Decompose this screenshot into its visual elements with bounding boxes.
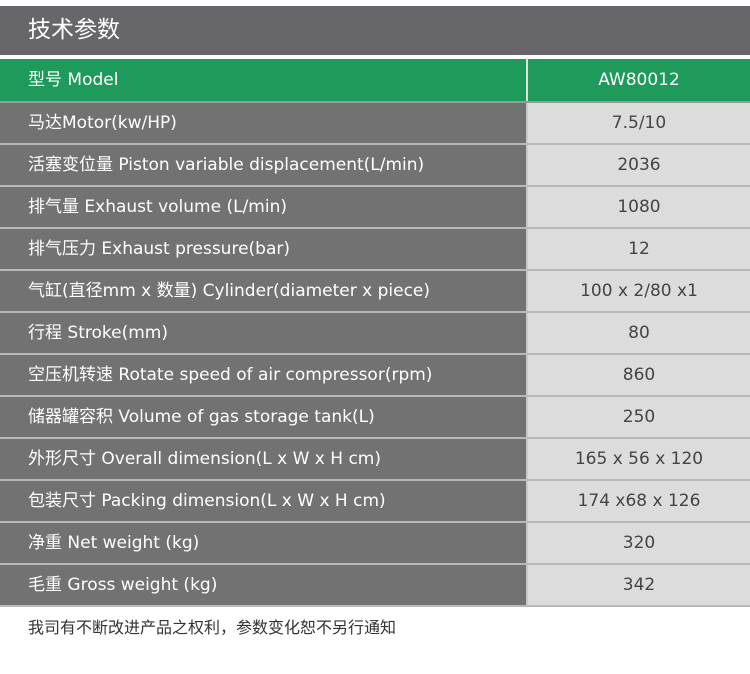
spec-label: 气缸(直径mm x 数量) Cylinder(diameter x piece) — [0, 271, 528, 311]
table-row: 外形尺寸 Overall dimension(L x W x H cm) 165 … — [0, 439, 750, 481]
spec-label: 排气压力 Exhaust pressure(bar) — [0, 229, 528, 269]
model-label: 型号 Model — [0, 59, 528, 101]
spec-label: 净重 Net weight (kg) — [0, 523, 528, 563]
spec-value: 165 x 56 x 120 — [528, 439, 750, 479]
spec-value: 1080 — [528, 187, 750, 227]
table-row: 行程 Stroke(mm) 80 — [0, 313, 750, 355]
spec-value: 342 — [528, 565, 750, 605]
spec-value: 7.5/10 — [528, 103, 750, 143]
table-row: 马达Motor(kw/HP) 7.5/10 — [0, 103, 750, 145]
spec-label: 外形尺寸 Overall dimension(L x W x H cm) — [0, 439, 528, 479]
spec-value: 12 — [528, 229, 750, 269]
model-value: AW80012 — [528, 59, 750, 101]
spec-label: 马达Motor(kw/HP) — [0, 103, 528, 143]
section-title: 技术参数 — [0, 6, 750, 55]
spec-label: 毛重 Gross weight (kg) — [0, 565, 528, 605]
spec-value: 860 — [528, 355, 750, 395]
spec-label: 储器罐容积 Volume of gas storage tank(L) — [0, 397, 528, 437]
spec-value: 100 x 2/80 x1 — [528, 271, 750, 311]
spec-value: 250 — [528, 397, 750, 437]
table-row: 气缸(直径mm x 数量) Cylinder(diameter x piece)… — [0, 271, 750, 313]
spec-value: 2036 — [528, 145, 750, 185]
spec-value: 320 — [528, 523, 750, 563]
spec-label: 行程 Stroke(mm) — [0, 313, 528, 353]
spec-label: 包装尺寸 Packing dimension(L x W x H cm) — [0, 481, 528, 521]
spec-label: 排气量 Exhaust volume (L/min) — [0, 187, 528, 227]
spec-table: 型号 Model AW80012 马达Motor(kw/HP) 7.5/10 活塞变… — [0, 59, 750, 607]
table-header-row: 型号 Model AW80012 — [0, 59, 750, 103]
table-row: 排气压力 Exhaust pressure(bar) 12 — [0, 229, 750, 271]
table-row: 空压机转速 Rotate speed of air compressor(rpm… — [0, 355, 750, 397]
table-row: 排气量 Exhaust volume (L/min) 1080 — [0, 187, 750, 229]
spec-value: 80 — [528, 313, 750, 353]
spec-label: 活塞变位量 Piston variable displacement(L/min… — [0, 145, 528, 185]
table-row: 包装尺寸 Packing dimension(L x W x H cm) 174 … — [0, 481, 750, 523]
spec-label: 空压机转速 Rotate speed of air compressor(rpm… — [0, 355, 528, 395]
spec-value: 174 x68 x 126 — [528, 481, 750, 521]
table-row: 净重 Net weight (kg) 320 — [0, 523, 750, 565]
table-row: 活塞变位量 Piston variable displacement(L/min… — [0, 145, 750, 187]
table-row: 储器罐容积 Volume of gas storage tank(L) 250 — [0, 397, 750, 439]
table-row: 毛重 Gross weight (kg) 342 — [0, 565, 750, 607]
disclaimer-note: 我司有不断改进产品之权利，参数变化恕不另行通知 — [28, 618, 397, 637]
